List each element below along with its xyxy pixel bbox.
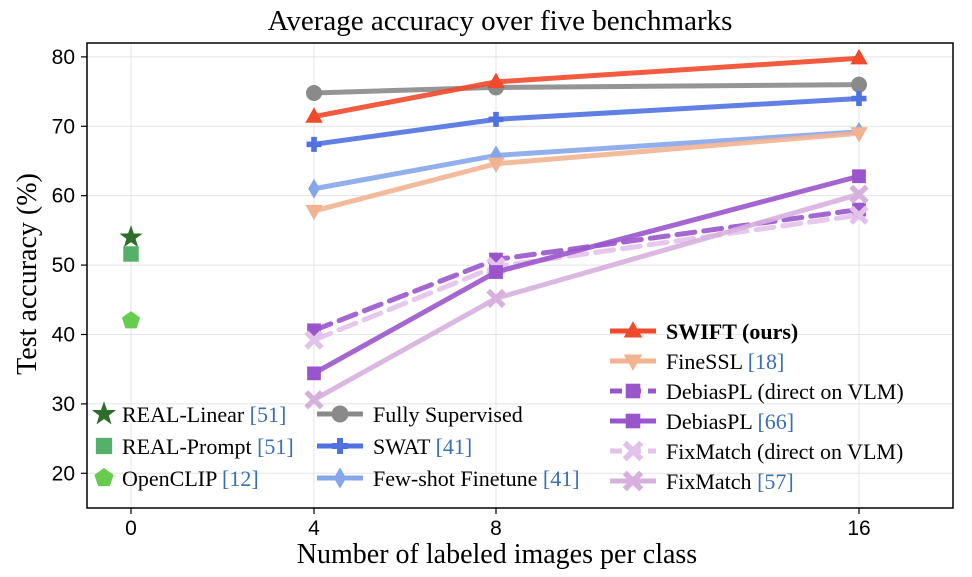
legend-entry-fixmatch: FixMatch [57] [610, 469, 794, 494]
legend-label-debiaspl: DebiasPL [66] [666, 409, 794, 434]
y-tick-label-40: 40 [52, 323, 75, 346]
series-fixmatch [304, 184, 869, 410]
legend-label-fixmatch-direct-on-vlm: FixMatch (direct on VLM) [666, 439, 903, 464]
legend-marker-fixmatch [622, 470, 644, 492]
legend-marker-openclip [94, 467, 114, 487]
legend-right: SWIFT (ours) FineSSL [18] DebiasPL (direct… [610, 319, 904, 494]
data-point-debiaspl-8 [489, 265, 503, 279]
legend-marker-debiaspl-direct-on-vlm [625, 383, 641, 399]
data-point-swift-ours-16 [850, 49, 868, 65]
legend-marker-fully-supervised [331, 405, 349, 423]
data-point-debiaspl-16 [852, 169, 866, 184]
data-point-fixmatch-8 [486, 288, 506, 309]
plot-series [119, 49, 869, 410]
y-axis-label: Test accuracy (%) [12, 173, 43, 375]
legend-entry-real-prompt: REAL-Prompt [51] [95, 434, 294, 459]
legend-entry-openclip: OpenCLIP [12] [94, 466, 259, 491]
data-point-real-prompt [123, 246, 139, 262]
legend-marker-real-prompt [95, 437, 113, 455]
series-swift-ours [305, 49, 868, 123]
y-tick-label-70: 70 [52, 115, 75, 138]
legend-label-real-linear: REAL-Linear [51] [122, 402, 286, 427]
legend-marker-debiaspl [625, 413, 641, 429]
legend-label-fixmatch: FixMatch [57] [666, 469, 794, 494]
data-point-fixmatch-4 [304, 390, 324, 410]
legend-entry-few-shot-finetune: Few-shot Finetune [41] [317, 466, 580, 491]
plot-frame [86, 42, 954, 509]
data-point-swift-ours-4 [305, 107, 323, 123]
series-debiaspl [307, 169, 866, 381]
data-point-fully-supervised-16 [851, 76, 867, 93]
y-tick-label-60: 60 [52, 185, 75, 208]
chart-title: Average accuracy over five benchmarks [268, 5, 733, 37]
y-tick-label-30: 30 [52, 393, 75, 416]
legend-label-fully-supervised: Fully Supervised [373, 402, 523, 427]
legend-marker-finessl [623, 354, 643, 371]
legend-label-few-shot-finetune: Few-shot Finetune [41] [373, 466, 580, 491]
series-finessl [305, 127, 868, 221]
data-point-swat-4 [306, 136, 322, 152]
data-point-swat-16 [851, 91, 867, 107]
data-point-fixmatch-direct-on-vlm-16 [849, 205, 869, 225]
legend-marker-few-shot-finetune [333, 467, 347, 489]
x-tick-label-16: 16 [847, 517, 870, 540]
legend-entry-finessl: FineSSL [18] [610, 349, 784, 374]
legend-marker-real-linear [91, 401, 117, 425]
x-tick-label-0: 0 [125, 517, 137, 540]
legend-marker-swat [332, 438, 348, 454]
axis-ticks: 20 30 40 50 60 70 80 0 4 8 16 [52, 46, 871, 540]
legend-entry-fixmatch-direct-on-vlm: FixMatch (direct on VLM) [610, 439, 903, 464]
data-point-swift-ours-8 [487, 72, 505, 88]
data-point-fixmatch-16 [849, 184, 869, 204]
data-point-finessl-8 [487, 157, 505, 174]
data-point-few-shot-finetune-4 [308, 178, 320, 199]
legend-entry-debiaspl: DebiasPL [66] [610, 409, 794, 434]
x-tick-label-4: 4 [308, 517, 320, 540]
data-point-swat-8 [488, 111, 504, 127]
data-point-finessl-4 [305, 204, 323, 221]
legend-entry-fully-supervised: Fully Supervised [317, 402, 523, 427]
series-swat [306, 91, 867, 152]
legend-label-swat: SWAT [41] [373, 434, 472, 459]
data-point-fixmatch-direct-on-vlm-4 [304, 330, 324, 350]
legend-left: REAL-Linear [51] REAL-Prompt [51] OpenCLIP… [91, 401, 580, 491]
data-point-fully-supervised-4 [306, 84, 322, 101]
legend-entry-debiaspl-direct-on-vlm: DebiasPL (direct on VLM) [610, 379, 904, 404]
legend-label-openclip: OpenCLIP [12] [122, 466, 259, 491]
x-axis-label: Number of labeled images per class [297, 539, 697, 570]
y-tick-label-20: 20 [52, 462, 75, 485]
legend-entry-real-linear: REAL-Linear [51] [91, 401, 286, 427]
legend-label-debiaspl-direct-on-vlm: DebiasPL (direct on VLM) [666, 379, 904, 404]
legend-label-swift-ours: SWIFT (ours) [666, 319, 798, 344]
legend-entry-swat: SWAT [41] [317, 434, 472, 459]
data-point-debiaspl-4 [307, 366, 321, 381]
legend-marker-swift-ours [623, 321, 643, 338]
legend-label-real-prompt: REAL-Prompt [51] [122, 434, 294, 459]
series-fully-supervised [306, 76, 867, 101]
data-point-openclip [121, 311, 141, 329]
legend-marker-fixmatch-direct-on-vlm [622, 440, 644, 462]
y-tick-label-50: 50 [52, 254, 75, 277]
data-point-real-linear [119, 225, 143, 248]
legend-entry-swift-ours: SWIFT (ours) [610, 319, 798, 344]
x-tick-label-8: 8 [490, 517, 502, 540]
series-line-fully-supervised [311, 82, 862, 96]
y-tick-label-80: 80 [52, 46, 75, 69]
data-point-finessl-16 [850, 127, 868, 143]
legend-label-finessl: FineSSL [18] [666, 349, 784, 374]
